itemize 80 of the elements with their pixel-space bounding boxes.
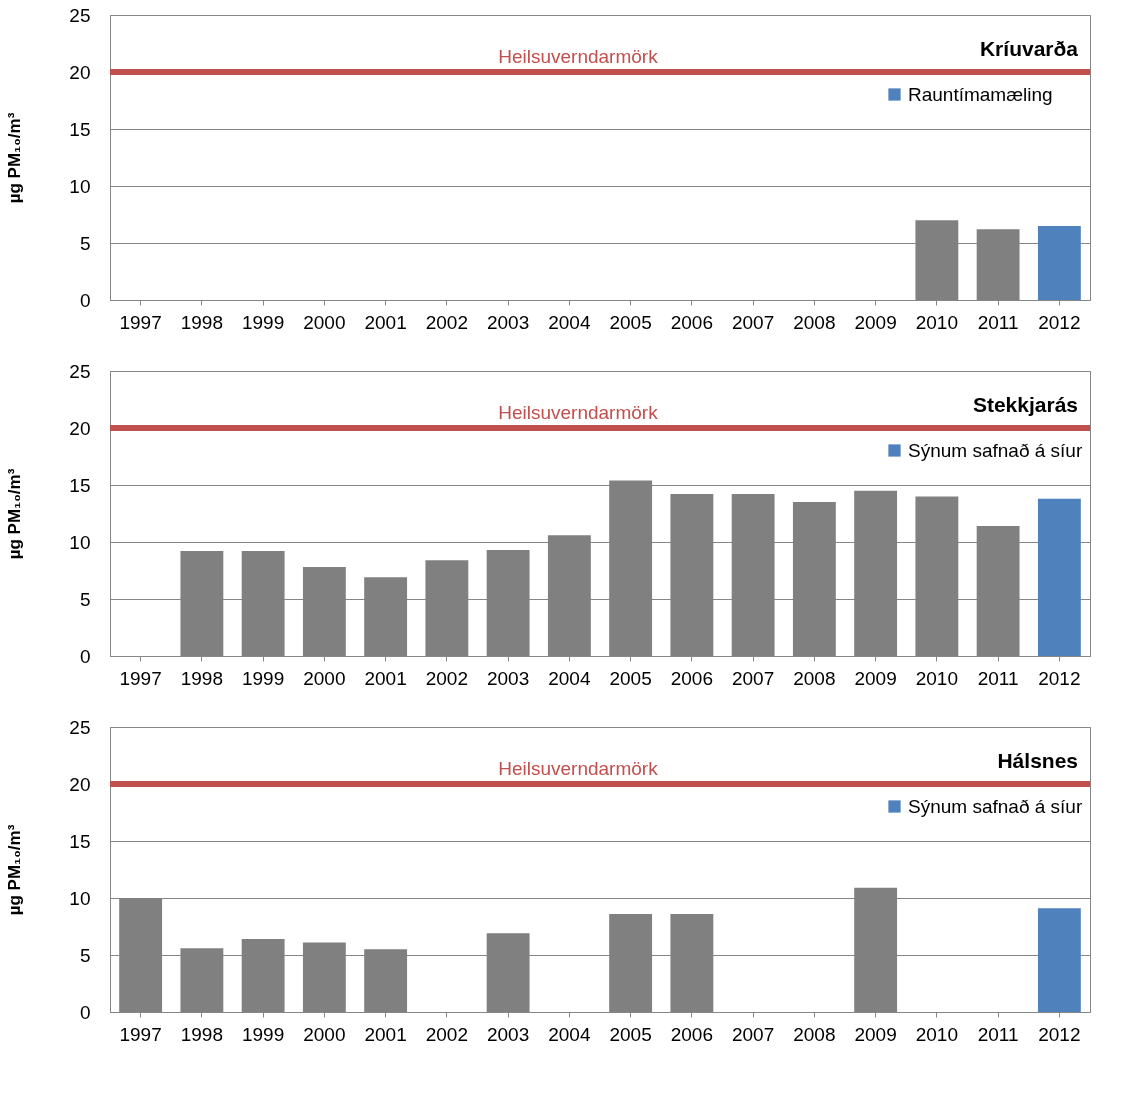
y-tick-label: 20 [69,61,91,83]
ref-line-label: Heilsuverndarmörk [498,46,659,67]
x-tick-label: 2002 [425,1023,469,1045]
y-tick-label: 15 [69,474,91,496]
x-tick-label: 2012 [1038,311,1081,333]
x-tick-label: 1997 [119,667,162,689]
x-tick-label: 2005 [609,311,652,333]
text: Kríuvarða [979,37,1079,60]
y-tick-label: 5 [79,588,91,610]
x-tick-label: 2010 [915,311,959,333]
y-tick-label: 0 [79,289,91,311]
ref-line-label: Heilsuverndarmörk [498,402,659,423]
y-tick-label: 0 [79,1001,91,1023]
x-tick-label: 2009 [854,1023,897,1045]
y-tick-label: 25 [69,4,91,26]
x-tick-label: 2011 [977,667,1019,689]
x-tick-label: 2006 [670,311,714,333]
x-tick-label: 2004 [548,667,591,689]
y-axis-title: µg PM₁₀/m³ [5,824,25,916]
x-tick-label: 2004 [548,311,591,333]
x-tick-label: 2000 [303,311,346,333]
x-tick-label: 2010 [915,1023,959,1045]
x-tick-label: 2009 [854,311,897,333]
x-tick-label: 1998 [180,667,224,689]
y-tick-label: 5 [79,944,91,966]
x-tick-label: 1998 [180,1023,224,1045]
x-tick-label: 2012 [1038,667,1081,689]
text: Stekkjarás [972,393,1078,416]
x-tick-label: 1999 [241,1023,285,1045]
x-tick-label: 2008 [793,1023,836,1045]
y-tick-label: 25 [69,360,91,382]
x-tick-label: 2003 [486,1023,530,1045]
y-axis-title: µg PM₁₀/m³ [5,468,25,560]
y-tick-label: 0 [79,645,91,667]
y-tick-label: 20 [69,417,91,439]
x-tick-label: 2008 [793,667,836,689]
x-tick-label: 2010 [915,667,959,689]
x-tick-label: 2001 [364,667,407,689]
x-tick-label: 1999 [241,311,285,333]
x-tick-label: 2007 [731,667,775,689]
x-tick-label: 2004 [548,1023,591,1045]
x-tick-label: 1997 [119,1023,162,1045]
legend-label: Rauntímamæling [908,83,1053,105]
x-tick-label: 2009 [854,667,897,689]
x-tick-label: 1999 [241,667,285,689]
x-tick-label: 2001 [364,1023,407,1045]
legend-label: Sýnum safnað á síur [908,439,1083,461]
y-tick-label: 15 [69,830,91,852]
x-tick-label: 2011 [977,311,1019,333]
x-tick-label: 2005 [609,1023,652,1045]
x-tick-label: 2003 [486,667,530,689]
x-tick-label: 2002 [425,667,469,689]
x-tick-label: 2002 [425,311,469,333]
y-tick-label: 10 [69,531,91,553]
bar [1037,908,1081,1012]
text: Hálsnes [997,749,1078,772]
x-tick-label: 2003 [486,311,530,333]
x-tick-label: 2006 [670,1023,714,1045]
y-tick-label: 5 [79,232,91,254]
legend-label: Sýnum safnað á síur [908,795,1083,817]
y-tick-label: 10 [69,175,91,197]
bar [1037,498,1081,656]
x-tick-label: 2008 [793,311,836,333]
x-tick-label: 2001 [364,311,407,333]
x-tick-label: 2006 [670,667,714,689]
y-tick-label: 25 [69,716,91,738]
x-tick-label: 1998 [180,311,224,333]
x-tick-label: 1997 [119,311,162,333]
x-tick-label: 2000 [303,1023,346,1045]
x-tick-label: 2011 [977,1023,1019,1045]
x-tick-label: 2012 [1038,1023,1081,1045]
y-axis-title: µg PM₁₀/m³ [5,112,25,204]
y-tick-label: 15 [69,118,91,140]
x-tick-label: 2007 [731,1023,775,1045]
x-tick-label: 2005 [609,667,652,689]
ref-line-label: Heilsuverndarmörk [498,758,659,779]
y-tick-label: 20 [69,773,91,795]
y-tick-label: 10 [69,887,91,909]
x-tick-label: 2007 [731,311,775,333]
x-tick-label: 2000 [303,667,346,689]
